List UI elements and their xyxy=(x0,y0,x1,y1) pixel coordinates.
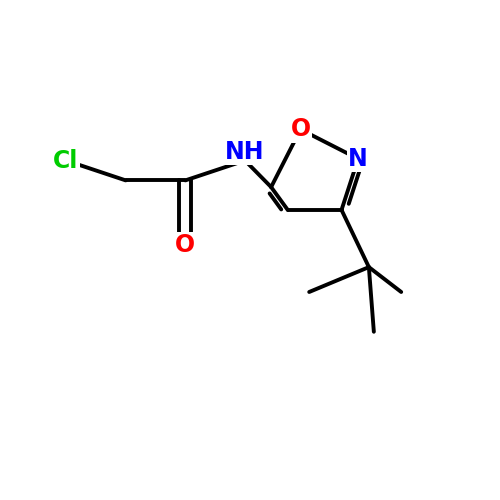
Text: NH: NH xyxy=(226,140,265,164)
Text: N: N xyxy=(348,147,368,171)
Text: O: O xyxy=(176,233,196,257)
Text: Cl: Cl xyxy=(54,148,78,172)
Text: O: O xyxy=(290,118,310,142)
